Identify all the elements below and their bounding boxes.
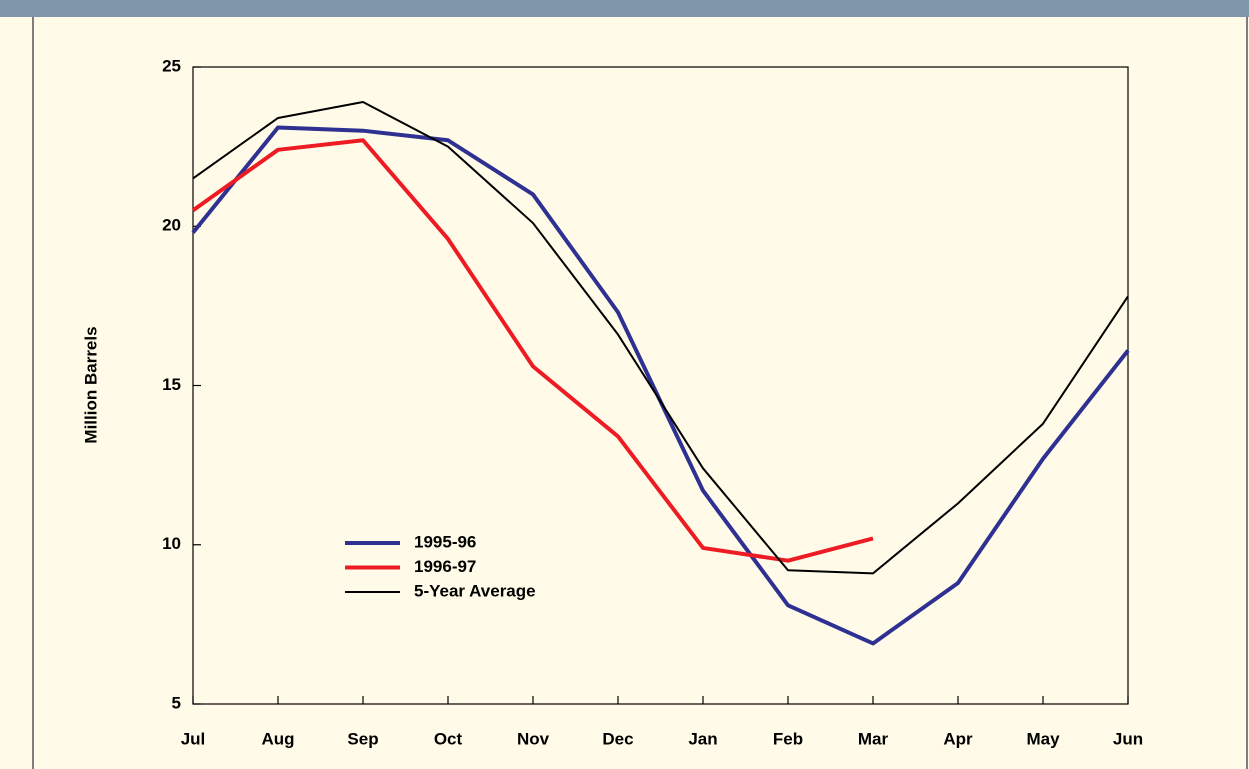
x-tick-label: Feb: [773, 729, 803, 748]
series-line: [192, 101, 1129, 575]
y-tick-label: 25: [162, 56, 181, 75]
y-tick-label: 20: [162, 216, 181, 235]
y-tick-label: 5: [172, 693, 181, 712]
x-tick-label: Oct: [434, 729, 463, 748]
x-tick-label: Dec: [602, 729, 633, 748]
header-bar: [0, 0, 1249, 17]
x-tick-label: Mar: [858, 729, 889, 748]
x-tick-label: Apr: [943, 729, 973, 748]
x-tick-label: May: [1026, 729, 1060, 748]
x-tick-label: Sep: [347, 729, 378, 748]
x-tick-label: Jun: [1113, 729, 1143, 748]
x-tick-label: Jan: [688, 729, 717, 748]
x-tick-label: Jul: [181, 729, 206, 748]
y-tick-label: 15: [162, 375, 181, 394]
legend-label: 1995-96: [414, 532, 476, 551]
legend-label: 5-Year Average: [414, 581, 536, 600]
legend-label: 1996-97: [414, 557, 476, 576]
series-line: [191, 138, 874, 563]
y-tick-label: 10: [162, 534, 181, 553]
x-tick-label: Nov: [517, 729, 550, 748]
x-tick-label: Aug: [261, 729, 294, 748]
y-axis-label: Million Barrels: [81, 326, 100, 443]
